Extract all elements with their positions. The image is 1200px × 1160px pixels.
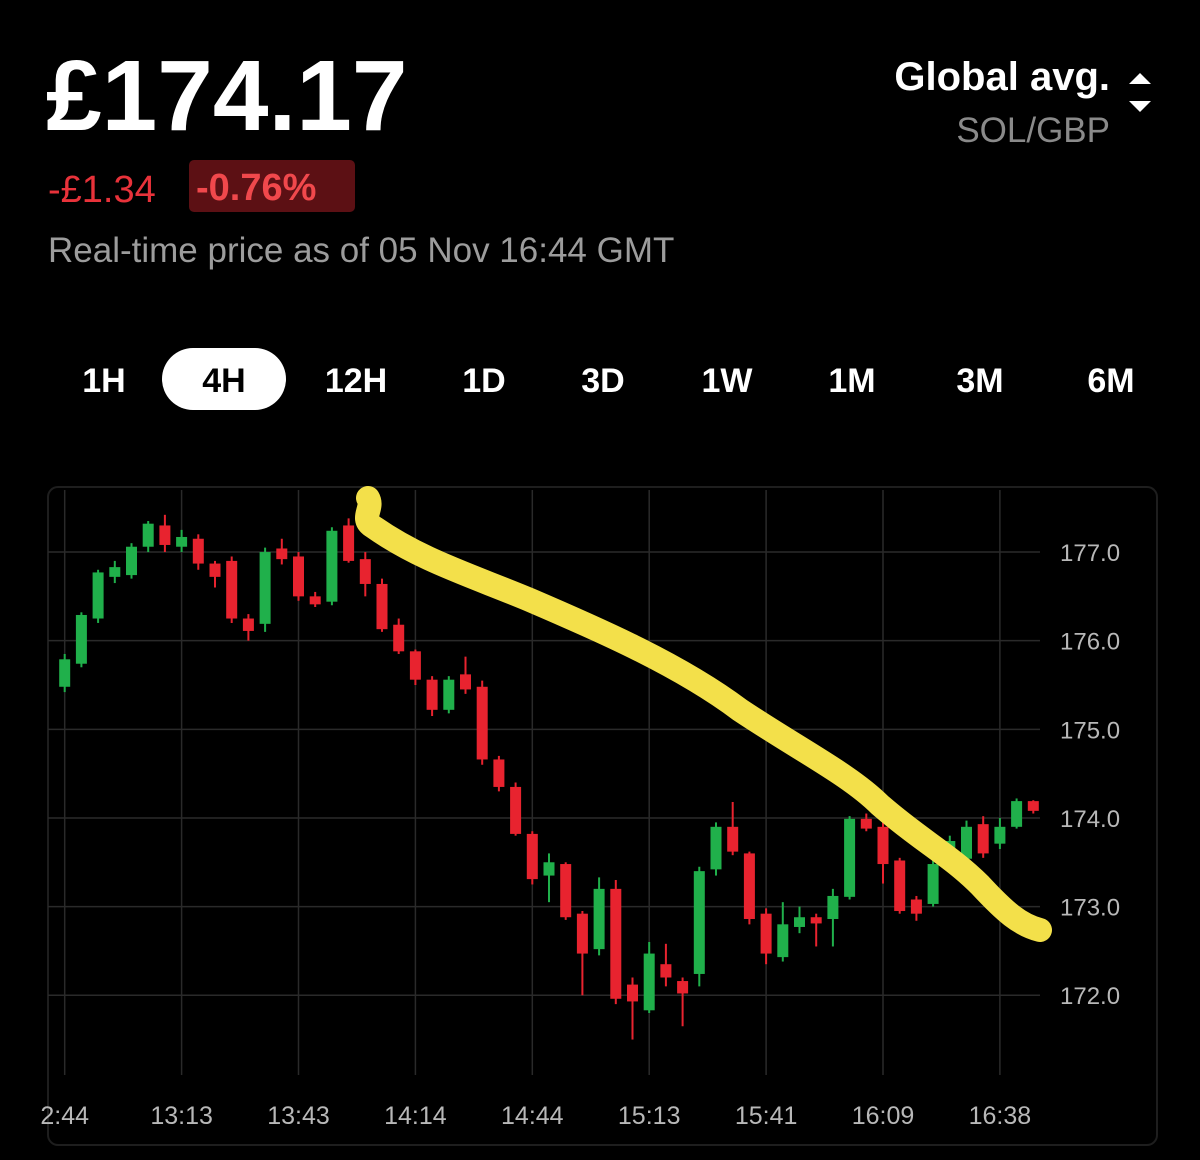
candle-body	[794, 917, 805, 927]
y-tick-label: 172.0	[1060, 983, 1120, 1010]
candle-body	[209, 563, 221, 577]
candle-body	[894, 860, 906, 912]
x-tick-label: 15:41	[735, 1102, 798, 1130]
candle-body	[226, 560, 238, 619]
candle-body	[860, 818, 872, 829]
candle-body	[92, 572, 104, 619]
candle-body	[693, 871, 705, 974]
candle-body	[844, 818, 856, 897]
x-tick-label: 13:13	[150, 1102, 213, 1130]
candle-body	[109, 567, 121, 577]
x-tick-label: 15:13	[618, 1102, 681, 1130]
candle-body	[476, 686, 488, 760]
candle-body	[443, 679, 455, 710]
x-tick-label: 16:38	[969, 1102, 1032, 1130]
candle-body	[910, 899, 922, 914]
pair: SOL/GBP	[956, 111, 1110, 150]
range-tab[interactable]: 3M	[956, 362, 1003, 400]
timestamp: Real-time price as of 05 Nov 16:44 GMT	[48, 231, 674, 270]
candle-body	[927, 864, 939, 904]
range-tabs: 1H 4H 12H 1D 3D 1W 1M 3M 6M	[82, 348, 1135, 410]
candle-body	[1011, 801, 1023, 827]
y-tick-label: 176.0	[1060, 629, 1120, 656]
x-tick-label: 14:44	[501, 1102, 564, 1130]
range-tab[interactable]: 1W	[702, 362, 754, 400]
candle-body	[393, 624, 405, 652]
candle-body	[426, 679, 438, 710]
chart-frame	[47, 486, 1158, 1146]
candle-body	[142, 523, 154, 547]
candle-body	[543, 862, 555, 876]
candle-body	[326, 530, 338, 602]
y-tick-label: 174.0	[1060, 806, 1120, 833]
candle-body	[643, 953, 655, 1011]
range-tab[interactable]: 12H	[325, 362, 387, 400]
candle-body	[176, 536, 188, 547]
candle-body	[343, 525, 355, 561]
hand-drawn-annotation	[355, 486, 1052, 942]
candle-body	[359, 559, 371, 584]
candle-body	[777, 924, 789, 958]
range-tab[interactable]: 6M	[1087, 362, 1134, 400]
range-tab[interactable]: 1H	[82, 362, 125, 400]
change-badge	[189, 160, 355, 212]
candle-body	[877, 826, 889, 865]
candle-body	[677, 981, 689, 994]
candle-body	[409, 651, 421, 680]
x-tick-label: 13:43	[267, 1102, 330, 1130]
x-tick-label: 14:14	[384, 1102, 447, 1130]
candle-body	[309, 596, 321, 605]
candle-body	[710, 826, 722, 870]
y-tick-label: 177.0	[1060, 540, 1120, 567]
candle-body	[994, 826, 1006, 844]
candle-body	[810, 917, 822, 924]
candle-body	[510, 786, 522, 834]
x-tick-label: 2:44	[40, 1102, 89, 1130]
candle-body	[293, 556, 304, 597]
y-tick-label: 175.0	[1060, 717, 1120, 744]
candle-body	[276, 548, 288, 560]
range-tab[interactable]: 1D	[462, 362, 505, 400]
candle-body	[961, 826, 972, 859]
candle-body	[59, 659, 71, 687]
candle-body	[159, 525, 171, 545]
candle-body	[743, 853, 755, 919]
candle-body	[376, 583, 388, 630]
source-selector[interactable]: Global avg.	[894, 55, 1110, 99]
change-pct: -0.76%	[196, 167, 316, 209]
candle-body	[576, 913, 588, 954]
candle-body	[526, 833, 538, 880]
candle-body	[126, 546, 137, 576]
range-tab[interactable]: 4H	[202, 362, 245, 400]
candle-body	[259, 552, 271, 624]
candle-body	[760, 913, 772, 954]
candle-body	[627, 984, 638, 1002]
candle-body	[660, 964, 672, 978]
candle-body	[192, 538, 204, 564]
candle-body	[560, 864, 572, 918]
candle-body	[827, 895, 839, 919]
candle-body	[593, 888, 605, 950]
candle-body	[493, 759, 505, 787]
candle-body	[610, 888, 622, 999]
tab-selected-pill	[162, 348, 286, 410]
change: -£1.34	[48, 169, 156, 211]
candle-body	[727, 826, 739, 852]
candle-body	[75, 614, 87, 664]
candle-body	[977, 824, 989, 854]
range-tab[interactable]: 3D	[581, 362, 624, 400]
x-tick-label: 16:09	[852, 1102, 915, 1130]
range-tab[interactable]: 1M	[828, 362, 875, 400]
chart: 172.0 173.0 174.0 175.0 176.0 177.0 2:44 13:13 1…	[40, 490, 1120, 1130]
price: £174.17	[46, 40, 407, 152]
candle-body	[1027, 801, 1039, 811]
candle-body	[460, 674, 471, 690]
candle-body	[242, 618, 254, 631]
y-tick-label: 173.0	[1060, 895, 1120, 922]
sort-icon[interactable]	[1129, 73, 1151, 112]
